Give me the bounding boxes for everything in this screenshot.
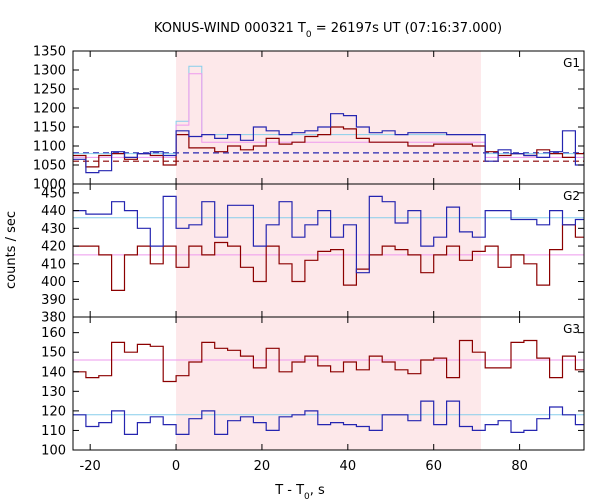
- y-tick-label: 1100: [33, 140, 66, 155]
- y-tick-label: 1250: [33, 83, 66, 98]
- x-axis-title-sub: 0: [304, 492, 310, 500]
- x-tick-label: 0: [172, 459, 180, 474]
- x-tick-label: 60: [425, 459, 442, 474]
- y-tick-label: 1350: [33, 45, 66, 60]
- x-axis-title-rest: , s: [310, 483, 325, 498]
- series-line-pink: [73, 73, 584, 158]
- x-tick-label: 40: [340, 459, 357, 474]
- x-axis-title: T - T0, s: [274, 483, 325, 500]
- y-tick-label: 1200: [33, 102, 66, 117]
- chart-title-rest: = 26197s UT (07:16:37.000): [312, 21, 502, 36]
- chart-title: KONUS-WIND 000321 T0 = 26197s UT (07:16:…: [154, 21, 502, 40]
- y-tick-label: 160: [41, 326, 66, 341]
- y-tick-label: 150: [41, 346, 66, 361]
- y-tick-label: 410: [41, 257, 66, 272]
- y-tick-label: 100: [41, 444, 66, 459]
- y-tick-label: 380: [41, 311, 66, 326]
- y-tick-label: 110: [41, 424, 66, 439]
- y-tick-label: 1050: [33, 159, 66, 174]
- series-line-blue: [73, 400, 584, 435]
- series-line-blue: [73, 195, 584, 274]
- y-tick-label: 450: [41, 186, 66, 201]
- y-tick-label: 1000: [33, 178, 66, 193]
- y-tick-label: 430: [41, 222, 66, 237]
- chart-title-sub: 0: [306, 30, 312, 40]
- panel-g2: 380 390 400 410 420 430 440 450 G2: [41, 183, 585, 326]
- plot-layer: 10001050110011501200125013001350G1380390…: [33, 45, 585, 474]
- y-tick-label: 140: [41, 365, 66, 380]
- panel-label: G2: [563, 189, 580, 203]
- y-tick-label: 1150: [33, 121, 66, 136]
- y-tick-label: 420: [41, 240, 66, 255]
- panel-frame: [72, 316, 585, 451]
- chart-title-main: KONUS-WIND 000321 T: [154, 21, 306, 36]
- panel-series-group: [73, 195, 584, 291]
- series-line-blue: [73, 113, 584, 174]
- y-tick-label: 440: [41, 204, 66, 219]
- y-tick-label: 130: [41, 385, 66, 400]
- x-tick-label: -20: [80, 459, 101, 474]
- shaded-interval: [176, 51, 481, 184]
- series-line-red: [73, 339, 584, 383]
- shaded-interval: [176, 317, 481, 450]
- panel-g3: 100 110 120 130 140 150 160 G3: [41, 316, 585, 459]
- y-tick-label: 120: [41, 404, 66, 419]
- panel-series-group: [73, 339, 584, 435]
- x-axis-title-main: T - T: [274, 483, 304, 498]
- y-tick-label: 400: [41, 275, 66, 290]
- series-line-red: [73, 126, 584, 168]
- y-tick-label: 390: [41, 293, 66, 308]
- panel-series-group: [73, 65, 584, 174]
- panel-label: G1: [563, 56, 580, 70]
- y-axis-title: counts / sec: [4, 211, 19, 289]
- x-tick-label: 80: [511, 459, 528, 474]
- panel-g1: 1000 1050 1100 1150 1200 1250 1300 1350 G1: [33, 45, 585, 193]
- panel-label: G3: [563, 322, 580, 336]
- x-tick-label: 20: [254, 459, 271, 474]
- y-tick-label: 1300: [33, 64, 66, 79]
- shaded-interval: [176, 184, 481, 317]
